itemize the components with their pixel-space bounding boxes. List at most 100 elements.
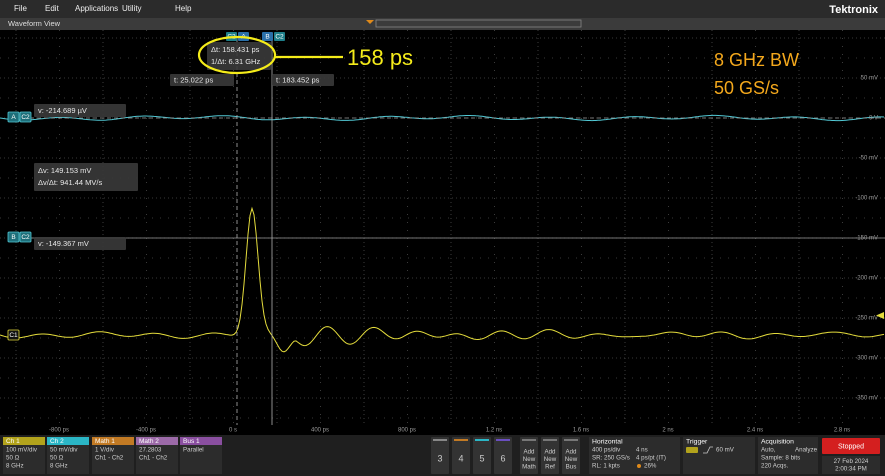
menu-item[interactable]: File [14, 4, 27, 13]
x-axis-label: 0 s [229, 428, 237, 434]
add-button-label: New [565, 456, 578, 463]
y-axis-label: 50 mV [861, 76, 878, 82]
readout: t: 183.452 ps [276, 75, 320, 84]
menu-item[interactable]: Edit [45, 4, 60, 13]
y-axis-label: 0 V [869, 116, 878, 122]
channel-setting: 8 GHz [50, 463, 68, 470]
y-axis-label: -300 mV [855, 356, 878, 362]
readout: v: -149.367 mV [38, 239, 89, 248]
add-button-label: Add [523, 449, 535, 456]
add-button-label: Add [565, 449, 577, 456]
horizontal-setting: 4 ps/pt (IT) [636, 455, 666, 462]
readout: Δv/Δt: 941.44 MV/s [38, 178, 102, 187]
panel-title: Horizontal [592, 438, 623, 445]
annotation: 158 ps [347, 45, 413, 70]
channel-button-strip [454, 439, 468, 441]
channel-setting: Ch1 - Ch2 [139, 455, 168, 462]
add-button-label: New [544, 456, 557, 463]
channel-badge-label: C2 [21, 234, 30, 241]
acquisition-setting: Sample: 8 bits [761, 455, 800, 462]
annotation: 8 GHz BW [714, 50, 799, 70]
y-axis-label: -200 mV [855, 276, 878, 282]
channel-button-label: 5 [479, 453, 484, 463]
time: 2:00:34 PM [835, 466, 867, 473]
channel-badge-label: B [11, 234, 15, 241]
y-axis-label: -350 mV [855, 396, 878, 402]
channel-setting: 50 mV/div [50, 447, 78, 454]
panel-title: Trigger [686, 438, 708, 445]
add-button-label: Add [544, 449, 556, 456]
channel-button-label: 3 [437, 453, 442, 463]
y-axis-label: -50 mV [859, 156, 878, 162]
horizontal-setting: 400 ps/div [592, 447, 621, 454]
channel-name: Math 1 [95, 438, 115, 445]
channel-badge-label: A [11, 114, 16, 121]
x-axis-label: 800 ps [398, 428, 416, 434]
horizontal-setting: RL: 1 kpts [592, 463, 620, 470]
x-axis-label: 1.2 ns [486, 428, 502, 434]
menu-item[interactable]: Applications [75, 4, 118, 13]
add-button-strip [543, 439, 557, 441]
menu-item[interactable]: Utility [122, 4, 142, 13]
horizontal-setting: 26% [644, 463, 657, 470]
y-axis-label: -250 mV [855, 316, 878, 322]
x-axis-label: 400 ps [311, 428, 329, 434]
channel-button-label: 4 [458, 453, 463, 463]
channel-setting: Ch1 - Ch2 [95, 455, 124, 462]
add-button-strip [522, 439, 536, 441]
channel-setting: 1 V/div [95, 447, 115, 454]
trigger-level: 60 mV [716, 447, 735, 454]
add-button-label: Bus [566, 464, 577, 471]
horizontal-setting: 4 ns [636, 447, 648, 454]
add-button-label: Ref [545, 464, 555, 471]
channel-name: Bus 1 [183, 438, 200, 445]
annotation: 50 GS/s [714, 78, 779, 98]
y-axis-label: -150 mV [855, 236, 878, 242]
channel-setting: 27.2803 [139, 447, 162, 454]
x-axis-label: 1.6 ns [573, 428, 589, 434]
channel-name: Ch 2 [50, 438, 64, 445]
channel-setting: 50 Ω [6, 455, 20, 462]
channel-button-strip [475, 439, 489, 441]
view-title: Waveform View [8, 19, 61, 28]
add-button-label: New [523, 456, 536, 463]
channel-badge-label: C1 [9, 332, 18, 339]
horizontal-setting: SR: 250 GS/s [592, 455, 630, 462]
acquisition-setting: Auto, [761, 447, 776, 454]
cursor-badge-label: C2 [275, 34, 284, 41]
panel-title: Acquisition [761, 438, 794, 445]
channel-setting: 50 Ω [50, 455, 64, 462]
channel-button-strip [433, 439, 447, 441]
scope-ui: File Edit Applications Utility Help Tektronix… [0, 0, 885, 476]
channel-name: Ch 1 [6, 438, 20, 445]
x-axis-label: -400 ps [136, 428, 156, 434]
channel-setting: 100 mV/div [6, 447, 38, 454]
channel-name: Math 2 [139, 438, 159, 445]
channel-setting: 8 GHz [6, 463, 24, 470]
readout: 1/Δt: 6.31 GHz [211, 57, 260, 66]
add-button-label: Math [522, 464, 536, 471]
channel-badge-label: C2 [21, 114, 30, 121]
date: 27 Feb 2024 [834, 458, 869, 465]
x-axis-label: -800 ps [49, 428, 69, 434]
channel-button-label: 6 [500, 453, 505, 463]
x-axis-label: 2.8 ns [834, 428, 850, 434]
readout: t: 25.022 ps [174, 75, 213, 84]
readout: Δt: 158.431 ps [211, 45, 260, 54]
readout: Δv: 149.153 mV [38, 166, 91, 175]
run-status: Stopped [838, 443, 864, 450]
position-icon [637, 464, 641, 468]
x-axis-label: 2 ns [662, 428, 673, 434]
menu-item[interactable]: Help [175, 4, 192, 13]
acquisition-setting: Analyze [795, 447, 818, 454]
x-axis-label: 2.4 ns [747, 428, 763, 434]
brand-logo: Tektronix [829, 4, 879, 16]
add-button-strip [564, 439, 578, 441]
trigger-source-icon [686, 447, 698, 453]
channel-button-strip [496, 439, 510, 441]
cursor-badge-label: B [265, 34, 269, 41]
y-axis-label: -100 mV [855, 196, 878, 202]
acquisition-setting: 220 Acqs. [761, 463, 788, 470]
channel-setting: Parallel [183, 447, 204, 454]
readout: v: -214.689 µV [38, 106, 87, 115]
